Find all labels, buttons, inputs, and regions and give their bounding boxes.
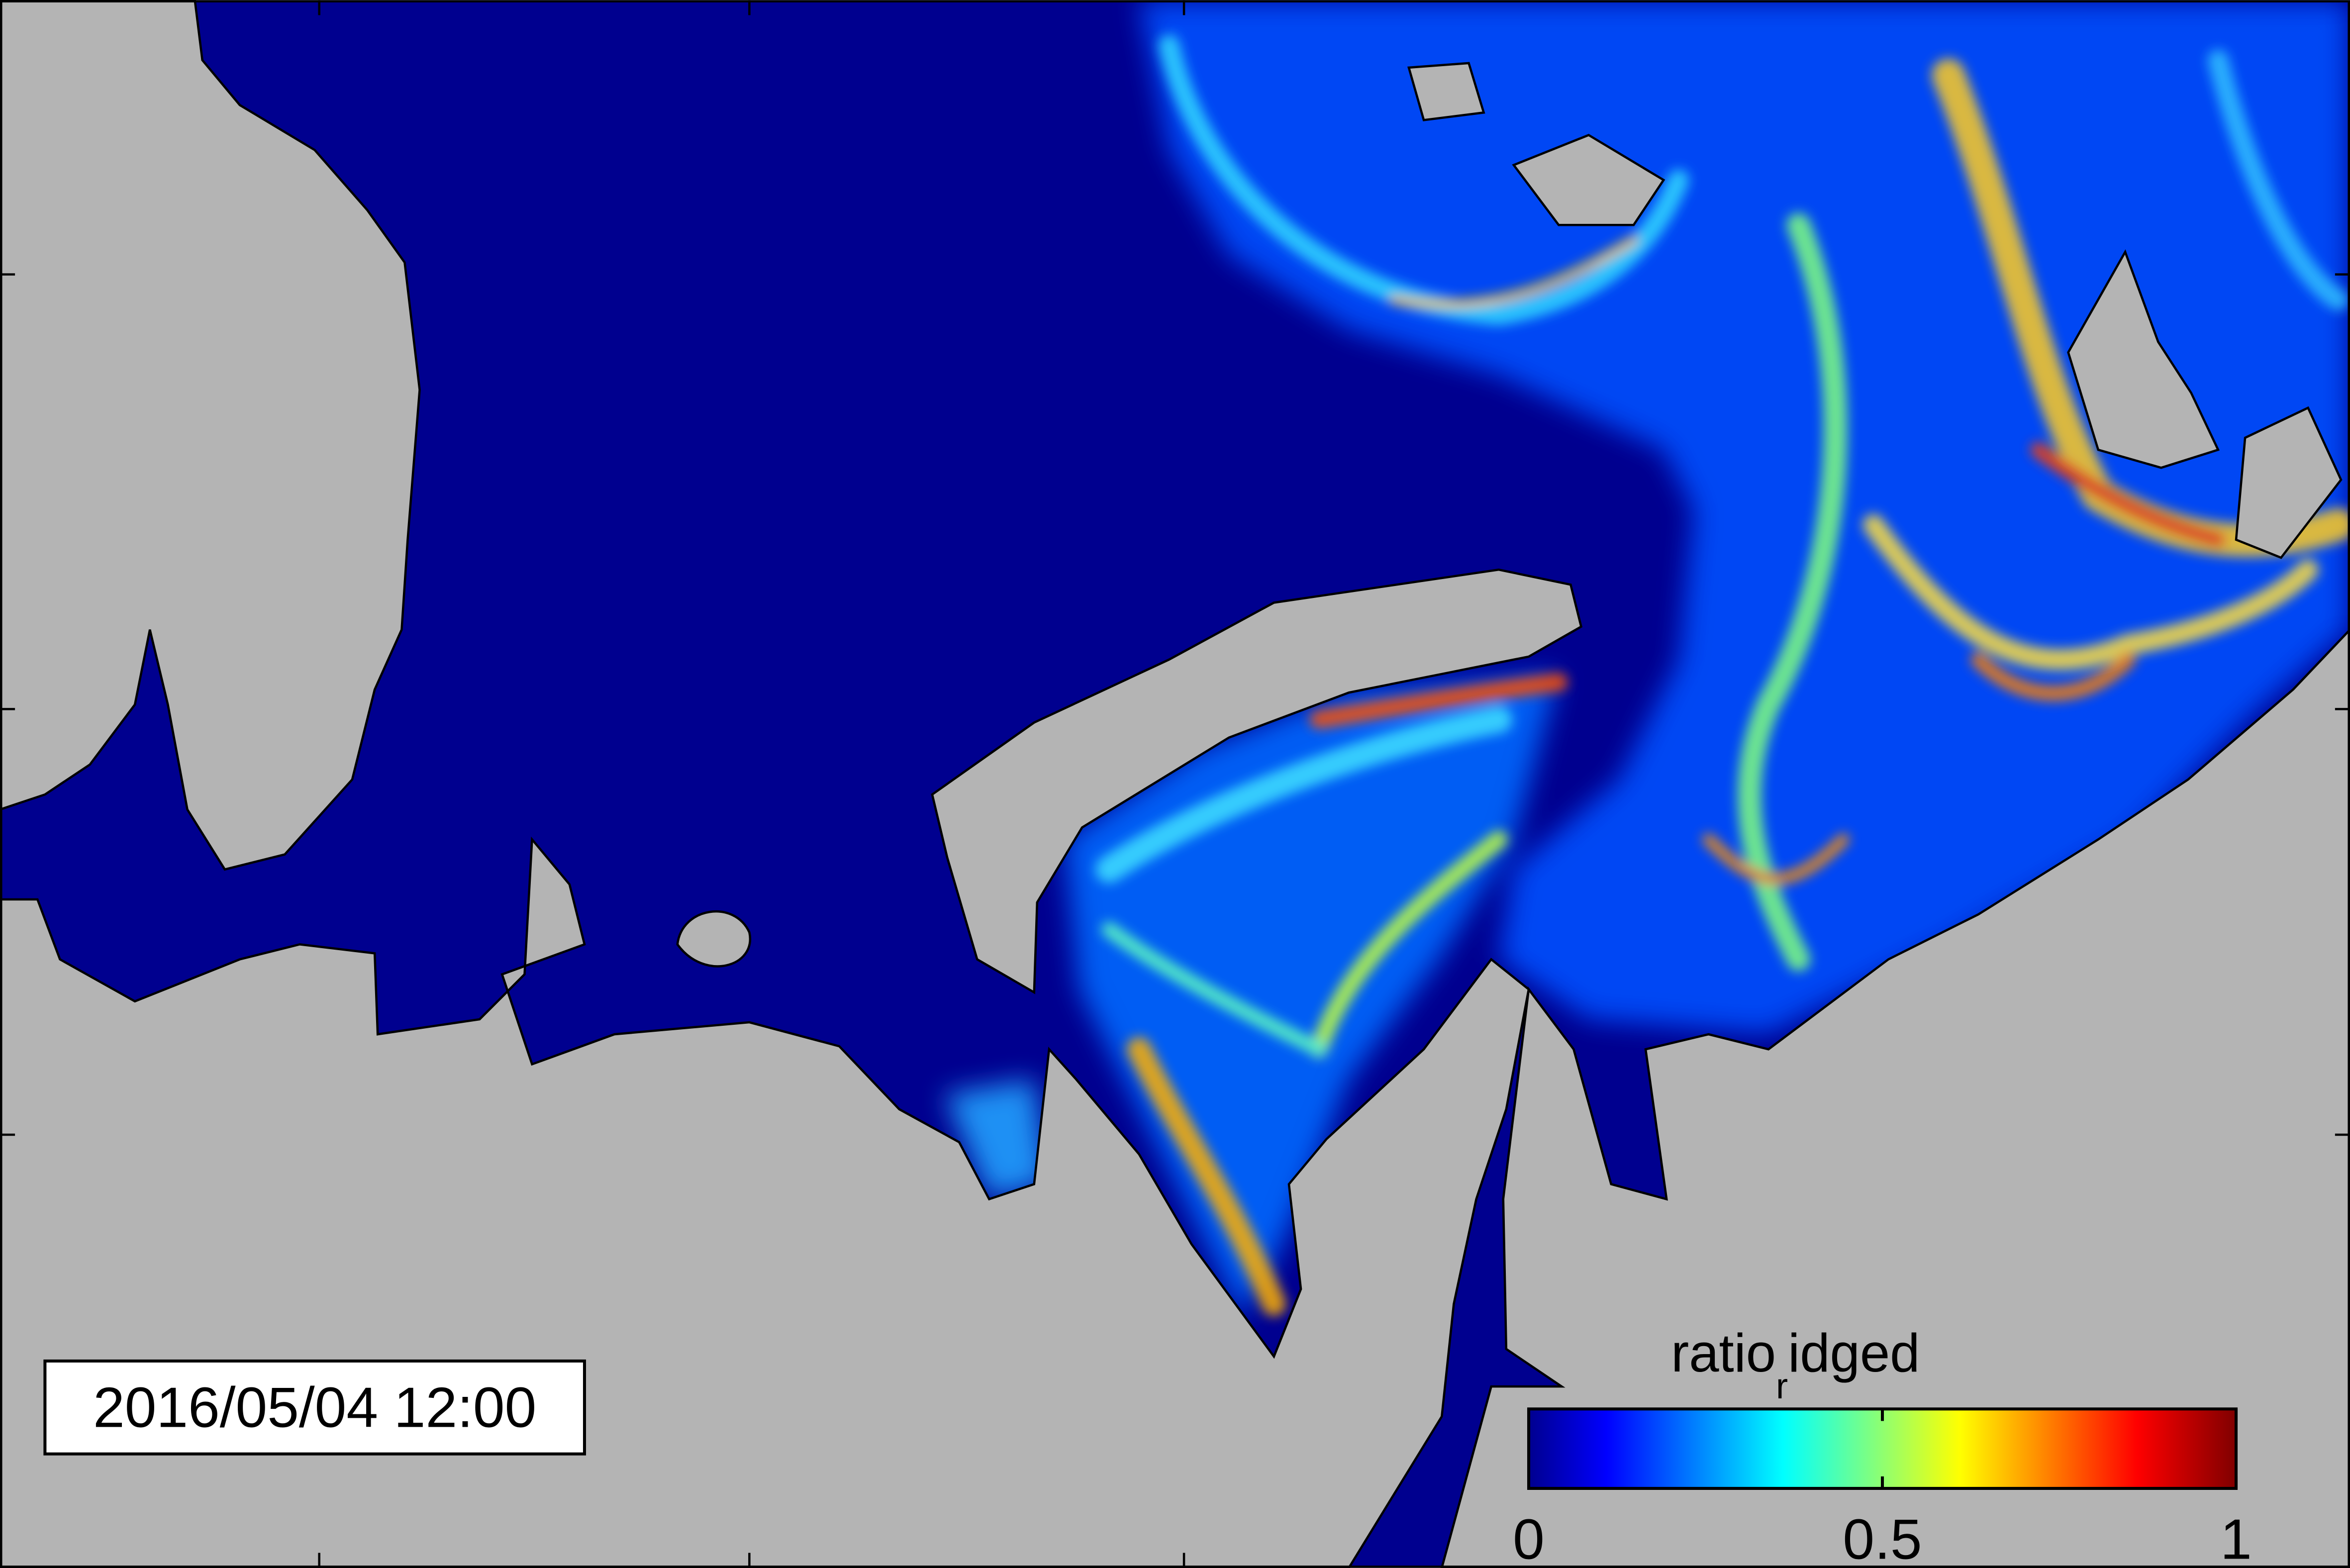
label-part: idged <box>1788 1323 1920 1383</box>
label-subscript: r <box>1776 1367 1788 1406</box>
colorbar-tick-label: 0.5 <box>1843 1508 1922 1568</box>
colorbar-label: ratioridged <box>1671 1323 1920 1406</box>
timestamp-box: 2016/05/04 12:00 <box>43 1359 586 1456</box>
timestamp: 2016/05/04 12:00 <box>93 1375 536 1439</box>
colorbar-tick-label: 1 <box>2220 1508 2252 1568</box>
ice-field <box>944 0 2350 1319</box>
label-part: ratio <box>1671 1323 1776 1383</box>
timestamp-frame <box>43 1359 586 1456</box>
colorbar-tick-label: 0 <box>1513 1508 1545 1568</box>
colorbar: ratioridged 0 0.5 1 <box>1513 1323 2252 1568</box>
